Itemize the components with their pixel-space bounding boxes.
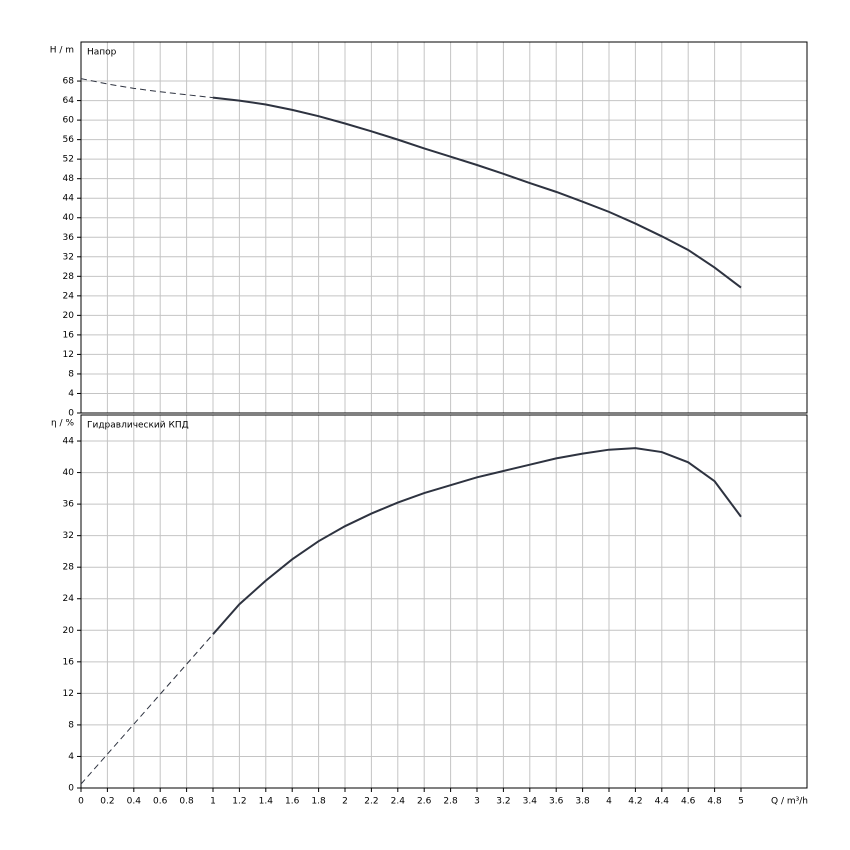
y-tick-label: 16 — [63, 657, 75, 667]
x-tick-label: 4 — [606, 797, 612, 807]
x-tick-label: 0 — [78, 797, 84, 807]
y-tick-label: 64 — [63, 96, 75, 106]
x-tick-label: 2.2 — [364, 797, 378, 807]
x-tick-label: 3.6 — [549, 797, 564, 807]
y-tick-label: 28 — [63, 563, 75, 573]
y-tick-label: 4 — [68, 389, 74, 399]
curve — [212, 96, 742, 289]
y-tick-label: 0 — [68, 409, 74, 419]
y-tick-label: 36 — [63, 233, 75, 243]
y-tick-label: 8 — [68, 720, 74, 730]
y-tick-label: 32 — [63, 531, 74, 541]
y-tick-label: 48 — [63, 174, 75, 184]
x-tick-label: 2.8 — [443, 797, 458, 807]
x-tick-label: 3.4 — [523, 797, 538, 807]
y-tick-label: 44 — [63, 437, 75, 447]
plot-frame — [80, 41, 808, 414]
curve — [212, 447, 742, 635]
x-tick-label: 3.2 — [496, 797, 510, 807]
x-tick-label: 4.8 — [707, 797, 722, 807]
plot-frame — [80, 414, 808, 789]
y-tick-label: 12 — [63, 350, 74, 360]
x-tick-label: 1.6 — [285, 797, 300, 807]
y-tick-label: 32 — [63, 252, 74, 262]
x-axis-label: Q / m³/h — [771, 797, 808, 807]
y-tick-label: 52 — [63, 155, 74, 165]
y-tick-label: 40 — [63, 468, 75, 478]
curve — [80, 633, 214, 785]
x-tick-label: 2.4 — [391, 797, 406, 807]
curve — [80, 78, 214, 99]
panel-title: Гидравлический КПД — [87, 421, 189, 431]
x-tick-label: 3.8 — [575, 797, 590, 807]
x-tick-label: 0.6 — [153, 797, 168, 807]
x-tick-label: 0.4 — [127, 797, 142, 807]
x-tick-label: 4.6 — [681, 797, 696, 807]
x-tick-label: 1.4 — [259, 797, 274, 807]
y-tick-label: 24 — [63, 291, 75, 301]
x-tick-label: 5 — [738, 797, 744, 807]
y-tick-label: 12 — [63, 689, 74, 699]
y-tick-label: 24 — [63, 594, 75, 604]
y-tick-label: 8 — [68, 369, 74, 379]
y-tick-label: 68 — [63, 77, 75, 87]
x-tick-label: 4.4 — [655, 797, 670, 807]
y-tick-label: 4 — [68, 752, 74, 762]
x-tick-label: 0.2 — [100, 797, 114, 807]
x-tick-label: 1.8 — [311, 797, 326, 807]
y-tick-label: 16 — [63, 330, 75, 340]
x-tick-label: 4.2 — [628, 797, 642, 807]
y-tick-label: 20 — [63, 311, 75, 321]
x-tick-label: 2 — [342, 797, 348, 807]
y-tick-label: 60 — [63, 116, 75, 126]
y-axis-label: H / m — [50, 46, 74, 56]
y-tick-label: 36 — [63, 500, 75, 510]
x-tick-label: 2.6 — [417, 797, 432, 807]
y-axis-label: η / % — [51, 419, 74, 429]
y-tick-label: 44 — [63, 194, 75, 204]
x-tick-label: 0.8 — [179, 797, 194, 807]
panel-title: Напор — [87, 48, 117, 58]
x-tick-label: 1 — [210, 797, 216, 807]
y-tick-label: 28 — [63, 272, 75, 282]
y-tick-label: 0 — [68, 784, 74, 794]
y-tick-label: 20 — [63, 626, 75, 636]
x-tick-label: 1.2 — [232, 797, 246, 807]
y-tick-label: 56 — [63, 135, 75, 145]
x-tick-label: 3 — [474, 797, 480, 807]
y-tick-label: 40 — [63, 213, 75, 223]
